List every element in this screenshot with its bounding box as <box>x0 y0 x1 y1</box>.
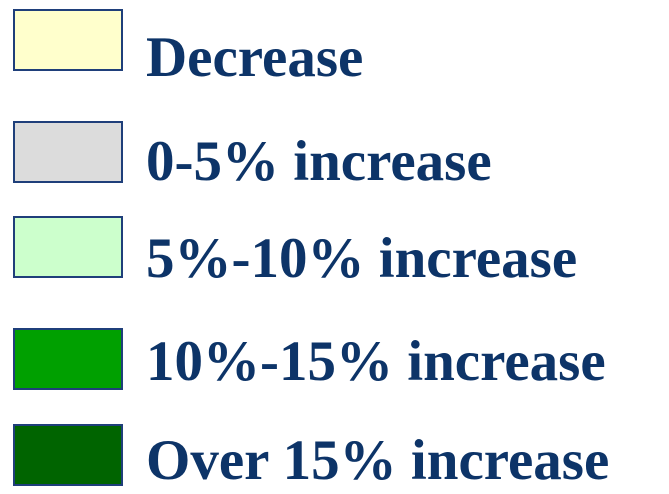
legend-swatch <box>13 328 123 390</box>
legend-swatch <box>13 216 123 278</box>
legend-label: 5%-10% increase <box>146 227 578 290</box>
legend-item-over-15-increase: Over 15% increase <box>0 424 669 494</box>
legend-swatch <box>13 9 123 71</box>
legend-item-decrease: Decrease <box>0 9 669 86</box>
legend-label: Over 15% increase <box>146 429 610 492</box>
legend-label: 10%-15% increase <box>146 330 606 393</box>
legend-label: Decrease <box>146 26 364 89</box>
legend-item-0-5-increase: 0-5% increase <box>0 121 669 191</box>
legend-label: 0-5% increase <box>146 130 492 193</box>
legend-item-5-10-increase: 5%-10% increase <box>0 216 669 290</box>
legend-item-10-15-increase: 10%-15% increase <box>0 328 669 398</box>
legend-swatch <box>13 424 123 486</box>
legend-swatch <box>13 121 123 183</box>
